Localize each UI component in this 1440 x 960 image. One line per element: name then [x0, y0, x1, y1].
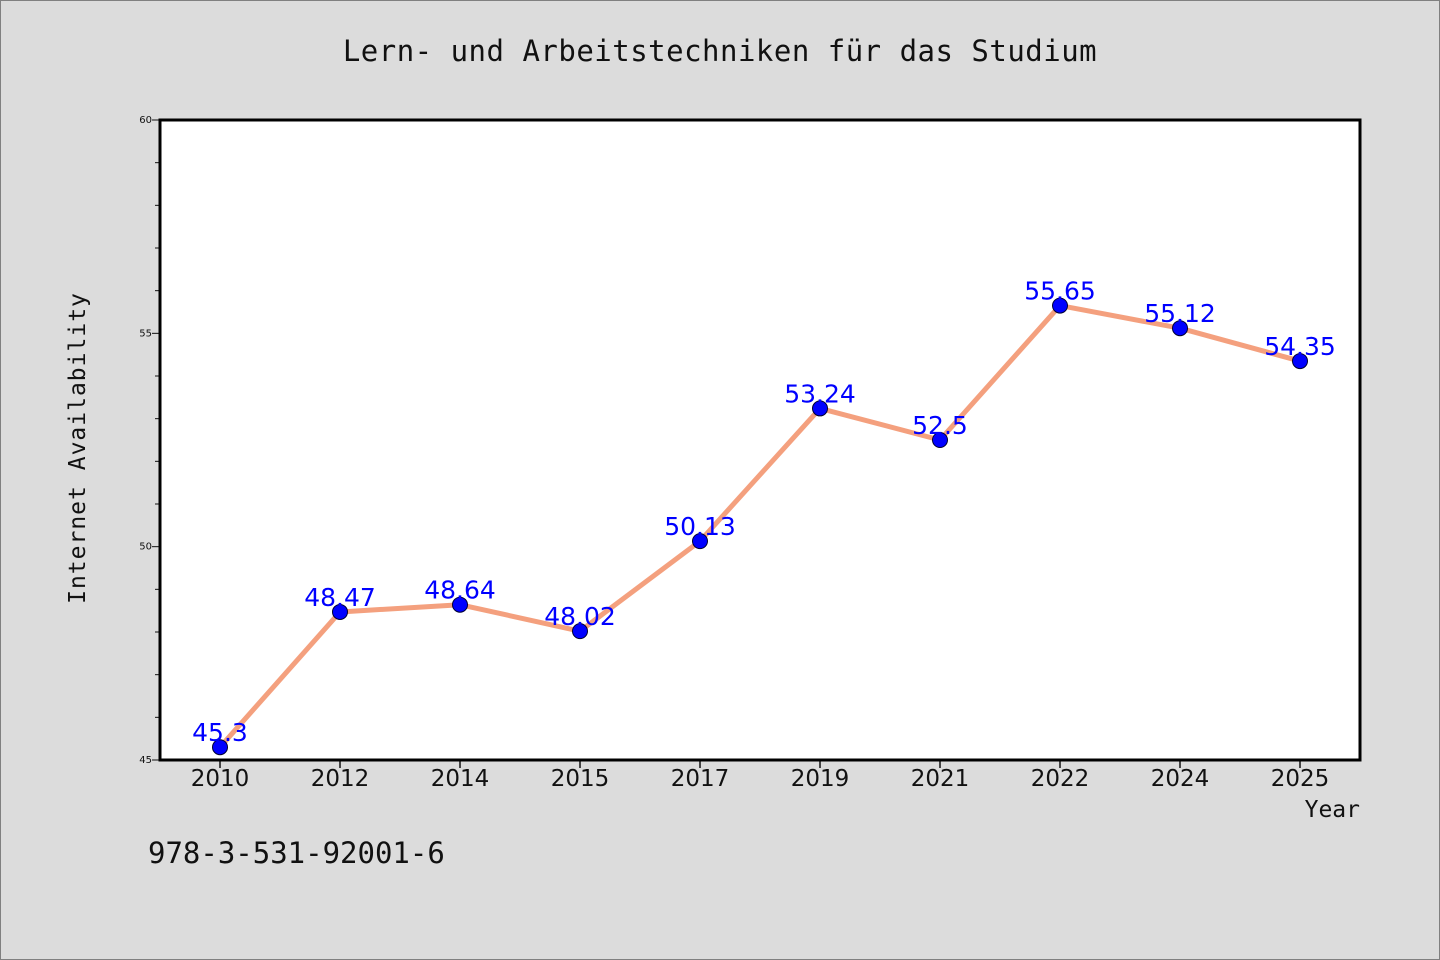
data-point — [692, 533, 708, 550]
x-tick-label: 2015 — [551, 766, 610, 792]
y-tick-label: 60 — [139, 115, 152, 126]
data-point — [212, 739, 228, 756]
x-tick-label: 2022 — [1031, 766, 1090, 792]
data-point — [452, 596, 468, 613]
x-tick-label: 2025 — [1271, 766, 1330, 792]
data-label: 48.02 — [544, 602, 616, 631]
y-tick-label: 45 — [139, 755, 152, 766]
y-tick-label: 50 — [139, 542, 152, 553]
data-label: 55.12 — [1144, 299, 1216, 328]
data-label: 54.35 — [1264, 332, 1336, 361]
data-point — [572, 623, 588, 640]
x-tick-label: 2024 — [1151, 766, 1210, 792]
x-tick-label: 2010 — [191, 766, 250, 792]
data-point — [1052, 297, 1068, 314]
x-tick-label: 2014 — [431, 766, 490, 792]
data-label: 48.64 — [424, 576, 496, 605]
plot-area — [160, 120, 1360, 760]
data-point — [1172, 320, 1188, 337]
data-label: 48.47 — [304, 583, 376, 612]
data-point — [932, 432, 948, 448]
data-label: 52.5 — [912, 411, 968, 440]
footer-code: 978-3-531-92001-6 — [148, 836, 445, 870]
x-tick-label: 2019 — [791, 766, 850, 792]
data-point — [1292, 353, 1308, 370]
data-point — [812, 400, 828, 417]
x-tick-label: 2021 — [911, 766, 970, 792]
data-label: 55.65 — [1024, 277, 1096, 306]
data-label: 45.3 — [192, 718, 248, 747]
x-tick-label: 2012 — [311, 766, 370, 792]
data-point — [332, 603, 348, 620]
y-tick-label: 55 — [139, 328, 152, 339]
series-line — [217, 303, 1303, 750]
x-tick-label: 2017 — [671, 766, 730, 792]
x-axis-title: Year — [1304, 797, 1360, 823]
plot-border — [158, 118, 1362, 762]
chart-title: Lern- und Arbeitstechniken für das Studi… — [342, 34, 1098, 68]
data-label: 53.24 — [784, 379, 856, 408]
data-label: 50.13 — [664, 512, 736, 541]
